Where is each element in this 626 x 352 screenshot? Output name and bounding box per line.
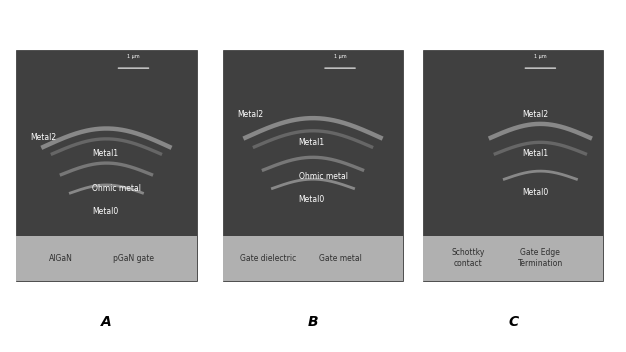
Text: 1 μm: 1 μm: [127, 54, 140, 59]
FancyBboxPatch shape: [223, 50, 403, 281]
Text: C: C: [508, 315, 518, 329]
Text: 1 μm: 1 μm: [534, 54, 546, 59]
Text: 1 μm: 1 μm: [334, 54, 346, 59]
Text: Gate metal: Gate metal: [319, 253, 361, 263]
Text: Metal0: Metal0: [92, 207, 118, 216]
Text: Gate dielectric: Gate dielectric: [240, 253, 296, 263]
Text: B: B: [308, 315, 318, 329]
Text: Metal1: Metal1: [299, 138, 325, 147]
Text: Ohmic metal: Ohmic metal: [92, 184, 141, 193]
Text: Metal1: Metal1: [522, 149, 548, 158]
FancyBboxPatch shape: [223, 236, 403, 281]
Text: Metal0: Metal0: [299, 195, 325, 205]
Text: pGaN gate: pGaN gate: [113, 253, 154, 263]
FancyBboxPatch shape: [423, 50, 603, 281]
Text: Schottky
contact: Schottky contact: [451, 249, 485, 268]
Text: Gate Edge
Termination: Gate Edge Termination: [518, 249, 563, 268]
Text: Metal2: Metal2: [237, 110, 264, 119]
Text: Metal2: Metal2: [31, 133, 57, 142]
FancyBboxPatch shape: [16, 50, 197, 281]
Text: Metal2: Metal2: [522, 110, 548, 119]
Text: Metal1: Metal1: [92, 149, 118, 158]
Text: AlGaN: AlGaN: [49, 253, 73, 263]
FancyBboxPatch shape: [423, 236, 603, 281]
Text: Ohmic metal: Ohmic metal: [299, 172, 347, 181]
Text: A: A: [101, 315, 112, 329]
FancyBboxPatch shape: [16, 236, 197, 281]
Text: Metal0: Metal0: [522, 189, 548, 197]
